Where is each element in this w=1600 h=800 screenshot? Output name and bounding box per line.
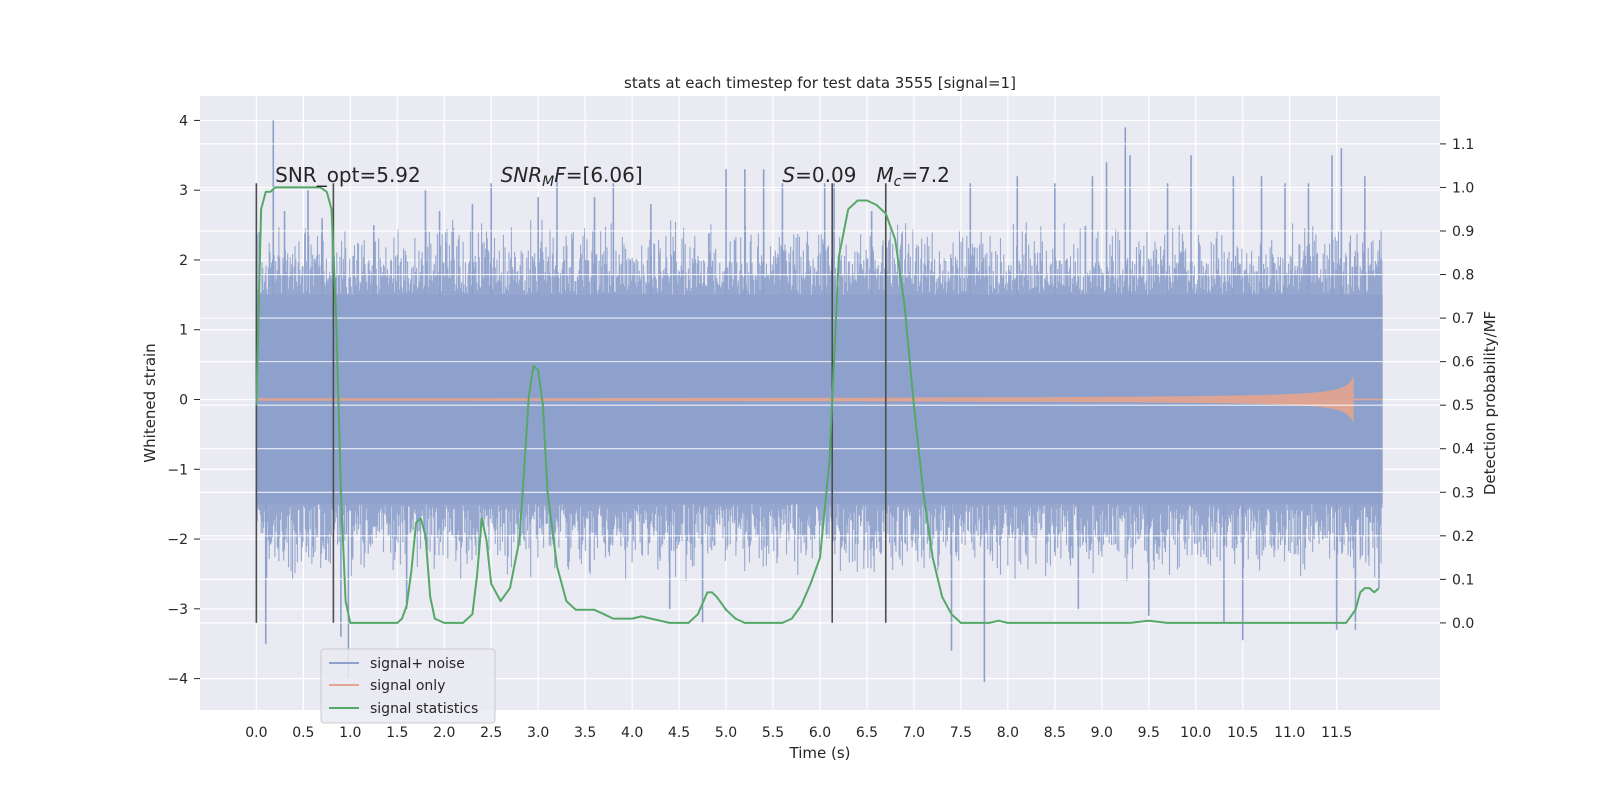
x-tick-label: 11.0 — [1274, 725, 1305, 741]
x-tick-label: 0.5 — [292, 725, 314, 741]
annotation-subscript: M — [542, 174, 554, 190]
y2-tick-label: 0.0 — [1452, 616, 1474, 632]
annotation-value: =[6.06] — [566, 163, 643, 187]
x-tick-label: 1.5 — [386, 725, 408, 741]
annotation: Mc=7.2 — [876, 163, 950, 190]
legend-box — [320, 648, 496, 724]
x-tick-label: 9.5 — [1138, 725, 1160, 741]
y-tick-label: 3 — [179, 183, 188, 199]
y-axis-ticks: 4 3 2 1 0 −1 −2 −3 −4 — [167, 113, 200, 688]
x-axis-title: Time (s) — [789, 744, 851, 762]
legend: signal+ noise signal only signal statist… — [320, 648, 496, 724]
y-axis-title: Whitened strain — [141, 343, 159, 462]
legend-label-signal-only: signal only — [370, 678, 445, 694]
annotation: SNR_opt=5.92 — [275, 163, 421, 187]
x-tick-label: 8.5 — [1044, 725, 1066, 741]
annotation-value: F — [554, 163, 566, 187]
y2-tick-label: 0.4 — [1452, 442, 1474, 458]
x-tick-label: 4.0 — [621, 725, 643, 741]
annotation-value: =7.2 — [901, 163, 950, 187]
x-tick-label: 8.0 — [997, 725, 1019, 741]
chart-title: stats at each timestep for test data 355… — [624, 74, 1016, 92]
annotation: SNRMF=[6.06] — [501, 163, 643, 190]
annotation-math: SNR — [501, 163, 543, 187]
y2-tick-label: 0.8 — [1452, 268, 1474, 284]
signal-statistics-series — [255, 186, 1380, 624]
x-tick-label: 7.0 — [903, 725, 925, 741]
y2-tick-label: 0.7 — [1452, 311, 1474, 327]
annotation-math: M — [876, 163, 893, 187]
y-tick-label: −3 — [167, 602, 188, 618]
x-tick-label: 10.0 — [1180, 725, 1211, 741]
y2-tick-label: 0.6 — [1452, 355, 1474, 371]
y2-tick-label: 0.5 — [1452, 398, 1474, 414]
y-tick-label: −2 — [167, 532, 188, 548]
x-tick-label: 4.5 — [668, 725, 690, 741]
annotation-math: S — [782, 163, 795, 187]
x-tick-label: 5.5 — [762, 725, 784, 741]
legend-label-signal-plus-noise: signal+ noise — [370, 656, 465, 672]
x-tick-label: 11.5 — [1321, 725, 1352, 741]
y2-tick-label: 0.1 — [1452, 572, 1474, 588]
x-tick-label: 7.5 — [950, 725, 972, 741]
x-tick-label: 2.5 — [480, 725, 502, 741]
y2-axis-ticks: 1.1 1.0 0.9 0.8 0.7 0.6 0.5 0.4 0.3 0.2 0.1 0.0 — [1440, 137, 1474, 632]
legend-label-signal-statistics: signal statistics — [370, 701, 478, 717]
statistics-line — [255, 186, 1380, 624]
y2-tick-label: 0.2 — [1452, 529, 1474, 545]
y2-tick-label: 1.1 — [1452, 137, 1474, 153]
x-tick-label: 6.0 — [809, 725, 831, 741]
y-tick-label: 4 — [179, 113, 188, 129]
y2-axis-title: Detection probability/MF — [1481, 311, 1499, 495]
x-tick-label: 3.0 — [527, 725, 549, 741]
annotation-subscript: c — [894, 174, 902, 190]
y2-tick-label: 1.0 — [1452, 180, 1474, 196]
x-tick-label: 1.0 — [339, 725, 361, 741]
y-tick-label: 1 — [179, 323, 188, 339]
y-tick-label: −1 — [167, 462, 188, 478]
x-tick-label: 9.0 — [1091, 725, 1113, 741]
x-tick-label: 6.5 — [856, 725, 878, 741]
x-tick-label: 5.0 — [715, 725, 737, 741]
y-tick-label: 0 — [179, 393, 188, 409]
y-tick-label: −4 — [167, 672, 188, 688]
annotation-value: =0.09 — [795, 163, 856, 187]
x-tick-label: 0.0 — [245, 725, 267, 741]
annotation: S=0.09 — [782, 163, 856, 187]
annotations: SNR_opt=5.92 SNRMF=[6.06] S=0.09 Mc=7.2 — [275, 163, 950, 190]
x-tick-label: 3.5 — [574, 725, 596, 741]
x-axis-ticks: 0.0 0.5 1.0 1.5 2.0 2.5 3.0 3.5 4.0 4.5 5.0 5.5 6.0 6… — [245, 725, 1352, 741]
y2-tick-label: 0.3 — [1452, 485, 1474, 501]
x-tick-label: 10.5 — [1227, 725, 1258, 741]
y-tick-label: 2 — [179, 253, 188, 269]
y2-tick-label: 0.9 — [1452, 224, 1474, 240]
x-tick-label: 2.0 — [433, 725, 455, 741]
